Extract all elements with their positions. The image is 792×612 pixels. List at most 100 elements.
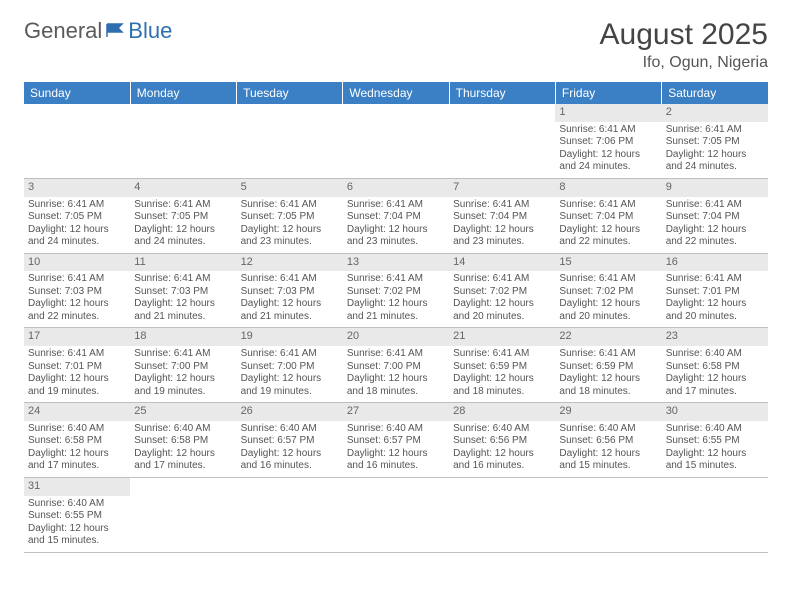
calendar-cell: 16Sunrise: 6:41 AMSunset: 7:01 PMDayligh… — [662, 253, 768, 328]
daylight-text: Daylight: 12 hours and 21 minutes. — [347, 298, 445, 323]
day-number: 8 — [555, 179, 661, 197]
sunset-text: Sunset: 6:58 PM — [28, 435, 126, 448]
weekday-header: Saturday — [662, 82, 768, 104]
daylight-text: Daylight: 12 hours and 22 minutes. — [666, 224, 764, 249]
daylight-text: Daylight: 12 hours and 24 minutes. — [134, 224, 232, 249]
sunrise-text: Sunrise: 6:41 AM — [453, 199, 551, 212]
day-number: 23 — [662, 328, 768, 346]
day-number: 25 — [130, 403, 236, 421]
day-number: 7 — [449, 179, 555, 197]
calendar-body: 1Sunrise: 6:41 AMSunset: 7:06 PMDaylight… — [24, 104, 768, 552]
daylight-text: Daylight: 12 hours and 17 minutes. — [666, 373, 764, 398]
sunset-text: Sunset: 6:58 PM — [666, 361, 764, 374]
sunset-text: Sunset: 7:01 PM — [666, 286, 764, 299]
daylight-text: Daylight: 12 hours and 24 minutes. — [28, 224, 126, 249]
calendar-cell: 22Sunrise: 6:41 AMSunset: 6:59 PMDayligh… — [555, 328, 661, 403]
daylight-text: Daylight: 12 hours and 16 minutes. — [347, 448, 445, 473]
day-number: 9 — [662, 179, 768, 197]
sunset-text: Sunset: 7:04 PM — [559, 211, 657, 224]
day-number: 19 — [237, 328, 343, 346]
sunset-text: Sunset: 7:02 PM — [559, 286, 657, 299]
sunset-text: Sunset: 7:04 PM — [453, 211, 551, 224]
calendar-cell: 21Sunrise: 6:41 AMSunset: 6:59 PMDayligh… — [449, 328, 555, 403]
day-number: 18 — [130, 328, 236, 346]
day-number: 27 — [343, 403, 449, 421]
daylight-text: Daylight: 12 hours and 21 minutes. — [134, 298, 232, 323]
calendar-cell: 31Sunrise: 6:40 AMSunset: 6:55 PMDayligh… — [24, 477, 130, 552]
sunset-text: Sunset: 7:00 PM — [134, 361, 232, 374]
calendar-cell: 6Sunrise: 6:41 AMSunset: 7:04 PMDaylight… — [343, 178, 449, 253]
weekday-header: Friday — [555, 82, 661, 104]
sunset-text: Sunset: 7:01 PM — [28, 361, 126, 374]
calendar-cell-empty — [662, 477, 768, 552]
sunset-text: Sunset: 7:02 PM — [347, 286, 445, 299]
sunrise-text: Sunrise: 6:40 AM — [559, 423, 657, 436]
daylight-text: Daylight: 12 hours and 19 minutes. — [134, 373, 232, 398]
day-number: 6 — [343, 179, 449, 197]
sunset-text: Sunset: 6:58 PM — [134, 435, 232, 448]
calendar-cell-empty — [24, 104, 130, 178]
sunrise-text: Sunrise: 6:41 AM — [28, 199, 126, 212]
daylight-text: Daylight: 12 hours and 23 minutes. — [453, 224, 551, 249]
day-number: 21 — [449, 328, 555, 346]
calendar-cell: 11Sunrise: 6:41 AMSunset: 7:03 PMDayligh… — [130, 253, 236, 328]
calendar-cell: 17 Sunrise: 6:41 AMSunset: 7:01 PMDayligh… — [24, 328, 130, 403]
sunset-text: Sunset: 6:55 PM — [666, 435, 764, 448]
sunrise-text: Sunrise: 6:40 AM — [666, 423, 764, 436]
weekday-header: Wednesday — [343, 82, 449, 104]
sunset-text: Sunset: 7:00 PM — [347, 361, 445, 374]
daylight-text: Daylight: 12 hours and 23 minutes. — [347, 224, 445, 249]
calendar-cell-empty — [130, 104, 236, 178]
sunset-text: Sunset: 7:05 PM — [666, 136, 764, 149]
sunset-text: Sunset: 6:57 PM — [241, 435, 339, 448]
sunrise-text: Sunrise: 6:40 AM — [28, 423, 126, 436]
sunset-text: Sunset: 6:59 PM — [559, 361, 657, 374]
day-number: 10 — [24, 254, 130, 272]
daylight-text: Daylight: 12 hours and 22 minutes. — [559, 224, 657, 249]
location: Ifo, Ogun, Nigeria — [600, 54, 768, 72]
calendar-cell: 29Sunrise: 6:40 AMSunset: 6:56 PMDayligh… — [555, 403, 661, 478]
sunset-text: Sunset: 6:56 PM — [453, 435, 551, 448]
day-number: 1 — [555, 104, 661, 122]
sunrise-text: Sunrise: 6:40 AM — [347, 423, 445, 436]
calendar-cell: 8 Sunrise: 6:41 AMSunset: 7:04 PMDaylight… — [555, 178, 661, 253]
daylight-text: Daylight: 12 hours and 24 minutes. — [559, 149, 657, 174]
calendar-cell: 5Sunrise: 6:41 AMSunset: 7:05 PMDaylight… — [237, 178, 343, 253]
header: General Blue August 2025 Ifo, Ogun, Nige… — [24, 18, 768, 72]
title-block: August 2025 Ifo, Ogun, Nigeria — [600, 18, 768, 72]
calendar-row: 31Sunrise: 6:40 AMSunset: 6:55 PMDayligh… — [24, 477, 768, 552]
sunrise-text: Sunrise: 6:40 AM — [28, 498, 126, 511]
day-number: 22 — [555, 328, 661, 346]
calendar-cell: 26Sunrise: 6:40 AMSunset: 6:57 PMDayligh… — [237, 403, 343, 478]
sunrise-text: Sunrise: 6:40 AM — [241, 423, 339, 436]
day-number: 29 — [555, 403, 661, 421]
daylight-text: Daylight: 12 hours and 19 minutes. — [241, 373, 339, 398]
sunset-text: Sunset: 6:55 PM — [28, 510, 126, 523]
sunrise-text: Sunrise: 6:41 AM — [666, 199, 764, 212]
month-title: August 2025 — [600, 18, 768, 52]
sunset-text: Sunset: 7:03 PM — [134, 286, 232, 299]
sunset-text: Sunset: 7:02 PM — [453, 286, 551, 299]
daylight-text: Daylight: 12 hours and 17 minutes. — [28, 448, 126, 473]
daylight-text: Daylight: 12 hours and 17 minutes. — [134, 448, 232, 473]
calendar-cell-empty — [343, 477, 449, 552]
sunset-text: Sunset: 7:06 PM — [559, 136, 657, 149]
day-number: 13 — [343, 254, 449, 272]
daylight-text: Daylight: 12 hours and 19 minutes. — [28, 373, 126, 398]
day-number: 24 — [24, 403, 130, 421]
sunrise-text: Sunrise: 6:41 AM — [134, 348, 232, 361]
sunrise-text: Sunrise: 6:41 AM — [453, 348, 551, 361]
daylight-text: Daylight: 12 hours and 21 minutes. — [241, 298, 339, 323]
daylight-text: Daylight: 12 hours and 20 minutes. — [666, 298, 764, 323]
day-number: 3 — [24, 179, 130, 197]
calendar-cell: 20Sunrise: 6:41 AMSunset: 7:00 PMDayligh… — [343, 328, 449, 403]
calendar-cell: 2Sunrise: 6:41 AMSunset: 7:05 PMDaylight… — [662, 104, 768, 178]
calendar-row: 3Sunrise: 6:41 AMSunset: 7:05 PMDaylight… — [24, 178, 768, 253]
calendar-cell: 4Sunrise: 6:41 AMSunset: 7:05 PMDaylight… — [130, 178, 236, 253]
sunrise-text: Sunrise: 6:41 AM — [28, 348, 126, 361]
day-number: 4 — [130, 179, 236, 197]
sunrise-text: Sunrise: 6:41 AM — [347, 273, 445, 286]
sunrise-text: Sunrise: 6:41 AM — [559, 199, 657, 212]
day-number: 17 — [24, 328, 130, 346]
calendar-cell: 12Sunrise: 6:41 AMSunset: 7:03 PMDayligh… — [237, 253, 343, 328]
